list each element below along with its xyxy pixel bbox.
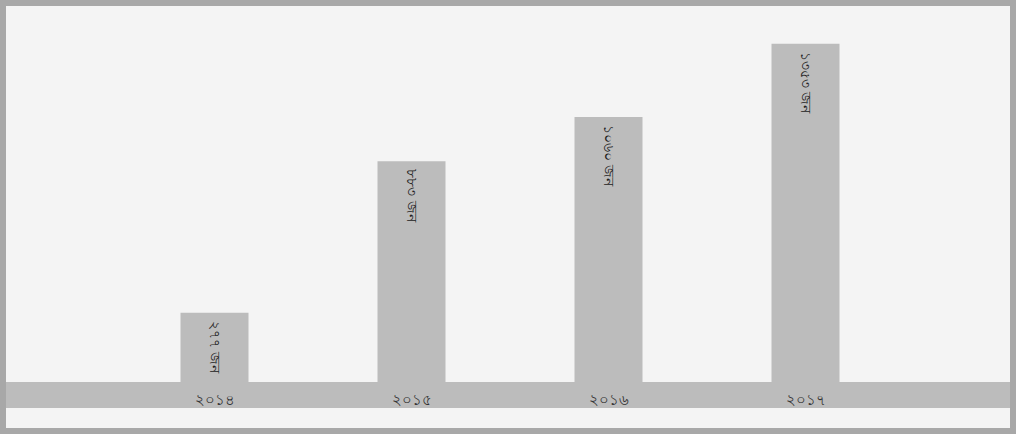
svg-text:২০১৬: ২০১৬ <box>589 391 629 409</box>
svg-text:২০১৭: ২০১৭ <box>786 391 826 409</box>
svg-text:২০১৪: ২০১৪ <box>195 391 235 409</box>
svg-text:১৩৫৩ জন: ১৩৫৩ জন <box>798 52 814 114</box>
svg-text:২০১৫: ২০১৫ <box>392 391 432 409</box>
svg-text:২৭৭ জন: ২৭৭ জন <box>207 321 223 374</box>
svg-text:৮৮৩ জন: ৮৮৩ জন <box>404 169 420 222</box>
svg-text:১০৬০ জন: ১০৬০ জন <box>601 125 617 187</box>
